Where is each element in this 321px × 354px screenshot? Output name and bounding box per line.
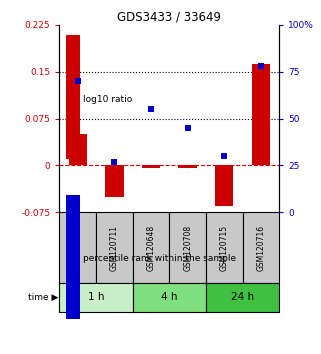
Bar — [252, 64, 270, 165]
Bar — [66, 195, 80, 319]
Text: 24 h: 24 h — [231, 292, 254, 302]
Text: GSM120710: GSM120710 — [73, 225, 82, 271]
Text: 1 h: 1 h — [88, 292, 104, 302]
Text: log10 ratio: log10 ratio — [83, 95, 133, 104]
Text: GSM120648: GSM120648 — [146, 225, 155, 271]
Point — [185, 125, 190, 131]
Bar — [66, 35, 80, 159]
Point — [112, 159, 117, 165]
Text: GSM120711: GSM120711 — [110, 225, 119, 271]
Text: GSM120715: GSM120715 — [220, 225, 229, 271]
Bar — [105, 165, 124, 197]
Bar — [133, 212, 169, 283]
Text: GSM120716: GSM120716 — [256, 225, 265, 271]
Bar — [142, 165, 160, 168]
Point — [222, 153, 227, 159]
Text: time ▶: time ▶ — [28, 293, 59, 302]
Bar — [215, 165, 233, 206]
Bar — [206, 283, 279, 312]
Bar — [69, 134, 87, 165]
Bar — [243, 212, 279, 283]
Text: GSM120708: GSM120708 — [183, 225, 192, 271]
Point — [148, 106, 153, 112]
Point — [75, 78, 80, 84]
Bar — [96, 212, 133, 283]
Point — [258, 63, 264, 69]
Title: GDS3433 / 33649: GDS3433 / 33649 — [117, 11, 221, 24]
Bar — [169, 212, 206, 283]
Bar — [59, 283, 133, 312]
Text: percentile rank within the sample: percentile rank within the sample — [83, 254, 237, 263]
Text: 4 h: 4 h — [161, 292, 178, 302]
Bar — [59, 212, 96, 283]
Bar — [206, 212, 243, 283]
Bar — [133, 283, 206, 312]
Bar — [178, 165, 197, 168]
